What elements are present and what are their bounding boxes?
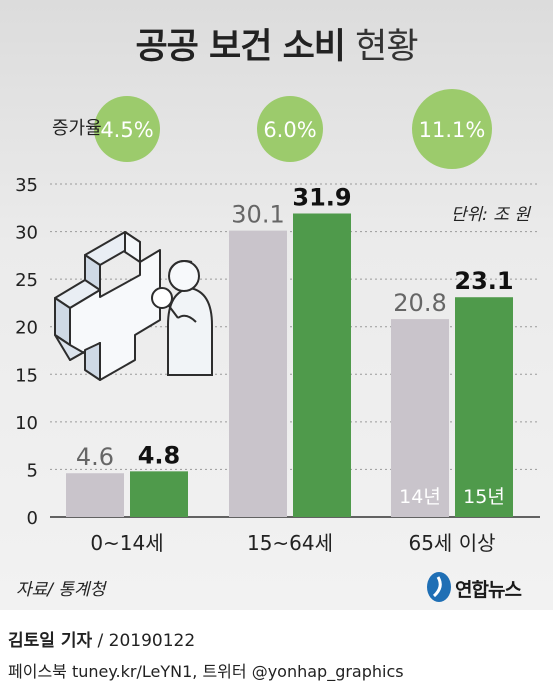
y-tick-label: 10 [15, 413, 38, 434]
x-tick-label: 65세 이상 [408, 531, 495, 555]
bar [130, 471, 188, 517]
data-label: 4.8 [138, 441, 181, 469]
y-axis: 0 5 10 15 20 25 30 35 [15, 175, 38, 529]
yonhap-logo-icon [427, 572, 451, 602]
growth-rate-value: 6.0% [263, 118, 316, 142]
medical-cross-illustration [54, 231, 161, 381]
unit-label: 단위: 조 원 [451, 205, 531, 225]
chart-title: 공공 보건 소비 현황 [0, 18, 553, 69]
y-tick-label: 0 [27, 508, 38, 529]
y-tick-label: 30 [15, 223, 38, 244]
data-label: 4.6 [76, 443, 114, 471]
growth-rate-circle [94, 96, 160, 162]
person-magnifier-illustration [151, 260, 213, 376]
data-label: 30.1 [231, 201, 284, 229]
bar [66, 473, 124, 517]
growth-rate-circle [257, 96, 323, 162]
bar-chart: 0 5 10 15 20 25 30 35 4.6 4.8 30.1 31.9 20.8 23.1 4.… [15, 89, 540, 555]
data-label: 31.9 [292, 183, 351, 211]
social-links: 페이스북 tuney.kr/LeYN1, 트위터 @yonhap_graphic… [8, 662, 404, 681]
y-tick-label: 25 [15, 270, 38, 291]
bar [293, 213, 351, 517]
title-light: 현황 [355, 27, 418, 67]
yonhap-logo: 연합뉴스 [425, 570, 545, 604]
growth-rate-circle [412, 89, 492, 169]
growth-rate-label: 증가율 [52, 118, 102, 139]
legend-label: 14년 [399, 486, 441, 508]
y-tick-label: 5 [27, 460, 38, 481]
source-note: 자료/ 통계청 [16, 580, 106, 600]
bar [455, 297, 513, 517]
bar [229, 230, 287, 517]
bar [391, 319, 449, 517]
y-tick-label: 20 [15, 318, 38, 339]
x-tick-label: 0~14세 [90, 531, 163, 555]
data-label: 23.1 [454, 267, 513, 295]
y-tick-label: 35 [15, 175, 38, 196]
byline: 김토일 기자 / 20190122 [8, 626, 195, 651]
x-tick-label: 15~64세 [247, 531, 333, 555]
title-bold: 공공 보건 소비 [135, 27, 346, 67]
publish-date: / 20190122 [92, 631, 196, 651]
y-tick-label: 15 [15, 365, 38, 386]
legend-label: 15년 [463, 486, 505, 508]
data-label: 20.8 [393, 289, 446, 317]
growth-rate-value: 4.5% [100, 118, 153, 142]
logo-text: 연합뉴스 [455, 579, 522, 601]
growth-rate-value: 11.1% [419, 118, 486, 142]
reporter-name: 김토일 기자 [8, 631, 93, 651]
